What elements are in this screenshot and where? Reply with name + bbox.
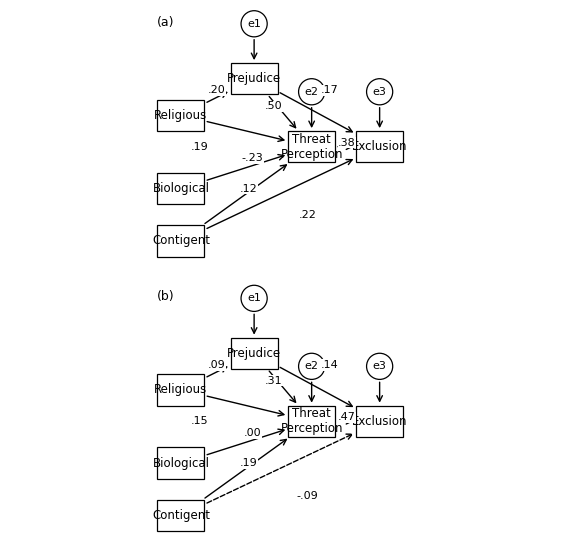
Circle shape: [367, 353, 393, 380]
Text: e1: e1: [247, 293, 261, 304]
Text: Religious: Religious: [154, 383, 207, 397]
Text: e3: e3: [373, 362, 387, 371]
Text: Biological: Biological: [152, 182, 210, 195]
Text: Prejudice: Prejudice: [227, 72, 281, 85]
Text: .15: .15: [190, 416, 208, 426]
FancyBboxPatch shape: [356, 131, 403, 162]
Text: .09: .09: [207, 360, 225, 370]
Circle shape: [299, 353, 325, 380]
Text: .19: .19: [190, 142, 208, 152]
Text: Religious: Religious: [154, 109, 207, 122]
Text: e3: e3: [373, 87, 387, 97]
FancyBboxPatch shape: [158, 500, 204, 531]
Circle shape: [241, 286, 267, 311]
FancyBboxPatch shape: [288, 405, 335, 437]
Text: Prejudice: Prejudice: [227, 347, 281, 360]
FancyBboxPatch shape: [158, 173, 204, 204]
Text: Threat
Perception: Threat Perception: [280, 408, 343, 435]
FancyBboxPatch shape: [356, 405, 403, 437]
Text: .31: .31: [265, 376, 283, 386]
Text: Threat
Perception: Threat Perception: [280, 133, 343, 161]
FancyBboxPatch shape: [158, 225, 204, 257]
FancyBboxPatch shape: [231, 337, 278, 369]
FancyBboxPatch shape: [158, 374, 204, 405]
FancyBboxPatch shape: [231, 63, 278, 95]
Text: -.09: -.09: [297, 491, 319, 501]
Text: Contigent: Contigent: [152, 234, 210, 247]
FancyBboxPatch shape: [158, 447, 204, 479]
Text: .12: .12: [240, 183, 258, 194]
Text: .00: .00: [244, 428, 262, 438]
Text: .50: .50: [265, 101, 283, 111]
Text: (a): (a): [158, 16, 175, 29]
Text: Biological: Biological: [152, 457, 210, 469]
FancyBboxPatch shape: [158, 100, 204, 131]
Text: .17: .17: [321, 85, 339, 96]
Text: .14: .14: [321, 360, 339, 370]
FancyBboxPatch shape: [288, 131, 335, 162]
Text: .20: .20: [207, 85, 225, 96]
Text: Exclusion: Exclusion: [352, 415, 407, 428]
Text: -.23: -.23: [242, 154, 264, 164]
Text: (b): (b): [158, 290, 175, 304]
Text: .19: .19: [240, 458, 258, 468]
Text: .47: .47: [338, 412, 356, 422]
Circle shape: [367, 79, 393, 105]
Circle shape: [299, 79, 325, 105]
Text: e2: e2: [305, 362, 319, 371]
Text: e1: e1: [247, 19, 261, 29]
Text: .22: .22: [299, 210, 317, 220]
Circle shape: [241, 11, 267, 37]
Text: .38: .38: [338, 138, 356, 148]
Text: Exclusion: Exclusion: [352, 140, 407, 153]
Text: Contigent: Contigent: [152, 509, 210, 522]
Text: e2: e2: [305, 87, 319, 97]
